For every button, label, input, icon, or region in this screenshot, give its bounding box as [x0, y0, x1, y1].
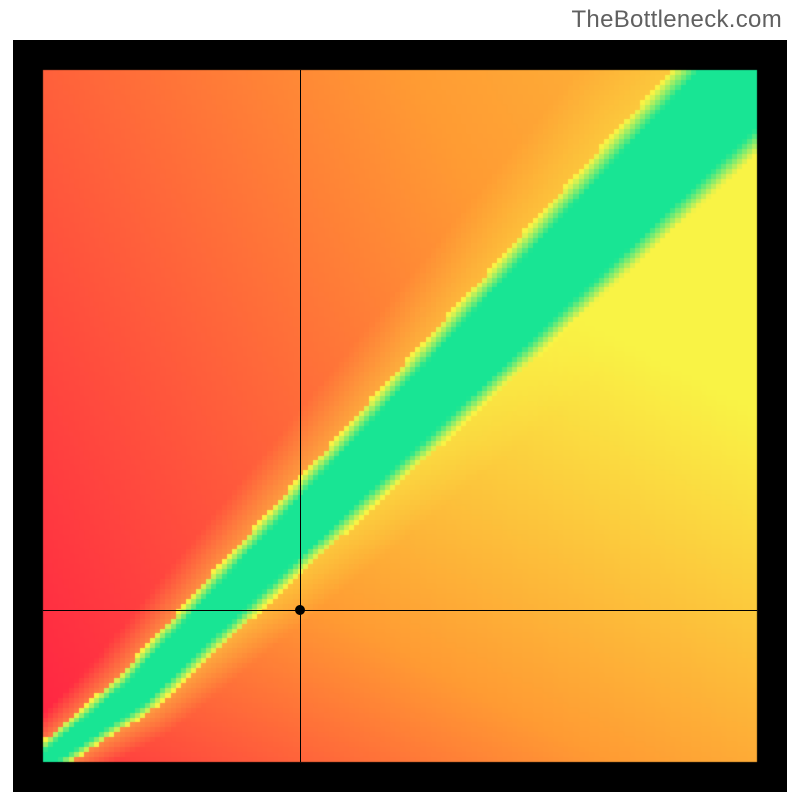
- plot-area: [13, 40, 787, 792]
- chart-container: TheBottleneck.com: [0, 0, 800, 800]
- watermark-text: TheBottleneck.com: [571, 6, 782, 34]
- heatmap-canvas: [13, 40, 787, 792]
